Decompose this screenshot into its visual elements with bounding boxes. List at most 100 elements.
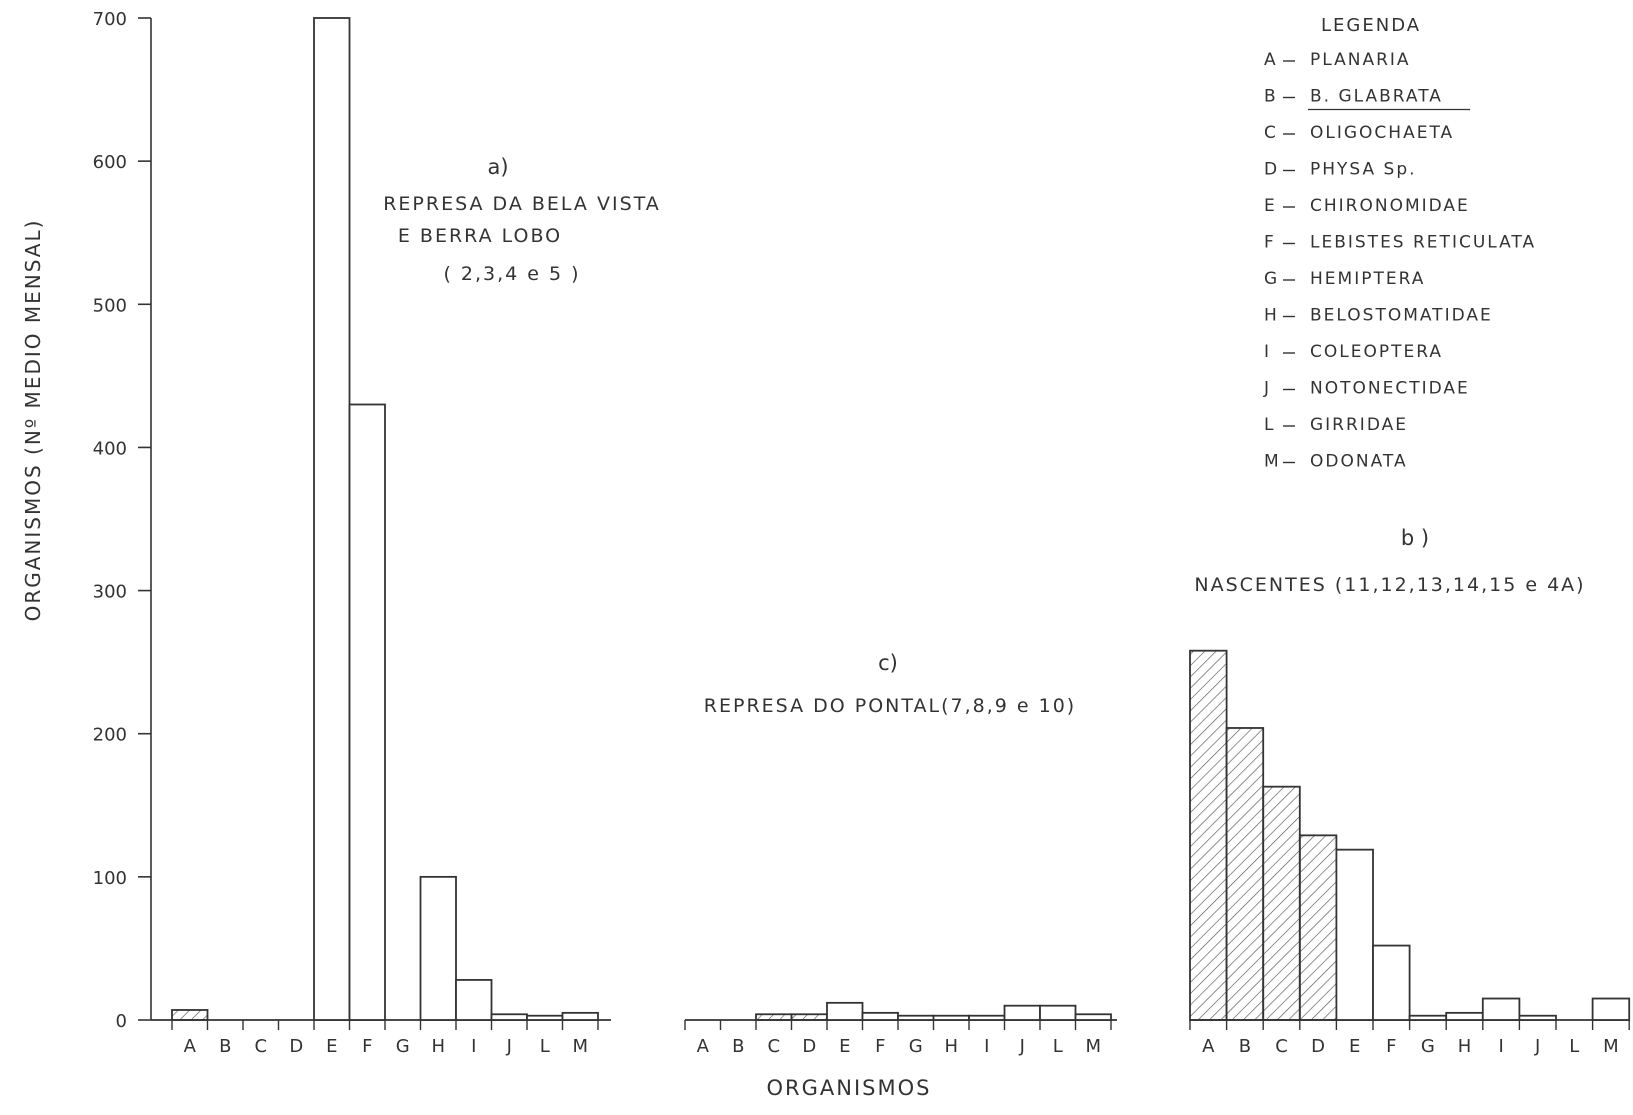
- x-tick-label: F: [875, 1036, 885, 1057]
- legend-code: H: [1264, 306, 1277, 326]
- bar-D: [790, 1013, 828, 1021]
- x-tick-label: D: [289, 1036, 303, 1057]
- legend-code: J: [1263, 379, 1269, 399]
- y-axis-label: ORGANISMOS (Nº MEDIO MENSAL): [21, 219, 45, 622]
- y-tick-label: 500: [93, 295, 127, 316]
- panel-subtitle: NASCENTES (11,12,13,14,15 e 4A): [1194, 574, 1585, 596]
- legend-name: GIRRIDAE: [1310, 415, 1408, 435]
- y-tick-label: 300: [93, 582, 127, 603]
- panel-subtitle: ( 2,3,4 e 5 ): [443, 263, 580, 285]
- x-tick-label: L: [540, 1036, 550, 1057]
- bar-H: [419, 875, 457, 1021]
- panel-subtitle: REPRESA DO PONTAL(7,8,9 e 10): [704, 695, 1076, 717]
- legend-name: OLIGOCHAETA: [1310, 123, 1454, 143]
- bar-F: [1372, 944, 1411, 1021]
- x-tick-label: B: [219, 1036, 231, 1057]
- legend-code: I: [1264, 342, 1269, 362]
- y-axis: 0 100 200 300 400 500 600 700: [93, 9, 152, 1032]
- legend-code: B: [1264, 87, 1276, 107]
- x-tick-label: A: [184, 1036, 197, 1057]
- x-tick-label: L: [1569, 1036, 1579, 1057]
- x-tick-label: M: [572, 1036, 588, 1057]
- bar-I: [968, 1014, 1006, 1021]
- x-tick-label: C: [254, 1036, 267, 1057]
- bar-M: [561, 1011, 599, 1021]
- x-tick-label: M: [1603, 1036, 1619, 1057]
- x-tick-label: E: [839, 1036, 850, 1057]
- x-tick-label: M: [1085, 1036, 1101, 1057]
- x-tick-label: I: [984, 1036, 989, 1057]
- bar-D: [1298, 834, 1338, 1021]
- x-tick-label: J: [1534, 1036, 1540, 1057]
- x-tick-label: I: [471, 1036, 476, 1057]
- y-tick-label: 0: [116, 1011, 127, 1032]
- panel-title: b ): [1401, 526, 1429, 550]
- bar-H: [932, 1014, 970, 1021]
- panel-title: c): [878, 651, 898, 675]
- x-tick-label: D: [802, 1036, 816, 1057]
- x-axis-label: ORGANISMOS: [767, 1076, 932, 1100]
- bar-J: [490, 1013, 528, 1021]
- x-tick-label: L: [1053, 1036, 1063, 1057]
- bar-E: [1335, 848, 1374, 1021]
- legend-title: LEGENDA: [1321, 15, 1421, 36]
- legend-name: PHYSA Sp.: [1310, 160, 1417, 180]
- bar-G: [897, 1014, 935, 1021]
- y-tick-label: 600: [93, 152, 127, 173]
- legend-code: D: [1264, 160, 1277, 180]
- x-tick-label: H: [1458, 1036, 1472, 1057]
- x-tick-label: J: [506, 1036, 512, 1057]
- x-tick-label: E: [1349, 1036, 1360, 1057]
- bar-panels: a) REPRESA DA BELA VISTA E BERRA LOBO ( 2,3…: [151, 17, 1631, 1057]
- legend-name: HEMIPTERA: [1310, 269, 1425, 289]
- x-tick-label: I: [1498, 1036, 1503, 1057]
- y-tick-label: 400: [93, 438, 127, 459]
- bar-chart-panel-3: b ) NASCENTES (11,12,13,14,15 e 4A) A B C D E F…: [1189, 526, 1631, 1057]
- x-tick-label: B: [1239, 1036, 1251, 1057]
- legend-name: LEBISTES RETICULATA: [1310, 233, 1536, 253]
- bar-L: [1039, 1004, 1077, 1021]
- x-tick-label: A: [697, 1036, 710, 1057]
- x-tick-label: G: [909, 1036, 923, 1057]
- x-tick-label: E: [326, 1036, 337, 1057]
- x-tick-label: G: [396, 1036, 410, 1057]
- x-tick-label: C: [1275, 1036, 1288, 1057]
- x-tick-label: C: [767, 1036, 780, 1057]
- legend-code: C: [1264, 123, 1276, 143]
- x-tick-label: H: [431, 1036, 445, 1057]
- legend-code: F: [1264, 233, 1274, 253]
- bar-B: [1225, 727, 1265, 1021]
- bar-J: [1003, 1004, 1041, 1021]
- legend-code: M: [1264, 452, 1279, 472]
- x-tick-label: A: [1202, 1036, 1215, 1057]
- legend-name: B. GLABRATA: [1310, 87, 1443, 107]
- x-tick-label: F: [1386, 1036, 1396, 1057]
- bar-C: [1262, 785, 1301, 1021]
- x-tick-label: B: [732, 1036, 744, 1057]
- legend-name: PLANARIA: [1310, 50, 1411, 70]
- x-tick-label: D: [1311, 1036, 1325, 1057]
- bar-chart-panel-1: a) REPRESA DA BELA VISTA E BERRA LOBO ( 2,3…: [151, 17, 659, 1057]
- bar-H: [1445, 1011, 1484, 1021]
- legend-name: CHIRONOMIDAE: [1310, 196, 1470, 216]
- bar-I: [455, 979, 493, 1021]
- bar-chart-panel-2: c) REPRESA DO PONTAL(7,8,9 e 10) A B C D E F G H I…: [684, 651, 1117, 1057]
- bar-E: [313, 17, 351, 1021]
- bar-M: [1074, 1013, 1112, 1021]
- bar-F: [861, 1011, 899, 1021]
- bar-M: [1591, 997, 1631, 1021]
- legend-code: A: [1264, 50, 1276, 70]
- legend-name: BELOSTOMATIDAE: [1310, 306, 1493, 326]
- x-tick-label: J: [1019, 1036, 1025, 1057]
- bar-F: [348, 403, 386, 1021]
- bar-L: [526, 1014, 564, 1021]
- bar-G: [1408, 1014, 1448, 1021]
- legend-name: NOTONECTIDAE: [1310, 379, 1470, 399]
- bar-I: [1481, 997, 1521, 1021]
- legend-name: ODONATA: [1310, 452, 1408, 472]
- y-tick-label: 200: [93, 725, 127, 746]
- legend-code: E: [1264, 196, 1275, 216]
- legend-code: G: [1264, 269, 1277, 289]
- x-tick-label: F: [362, 1036, 372, 1057]
